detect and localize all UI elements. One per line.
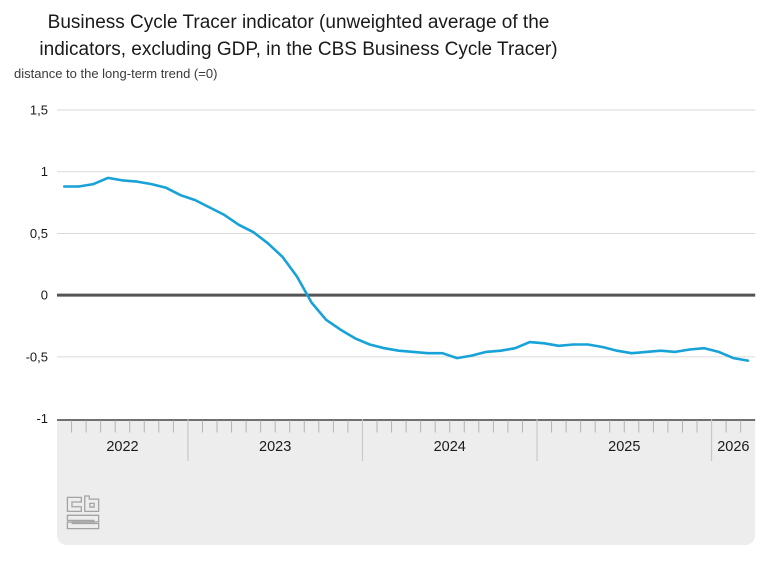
chart-title: Business Cycle Tracer indicator (unweigh… (0, 9, 597, 63)
chart-title-line1: Business Cycle Tracer indicator (unweigh… (47, 12, 550, 33)
cbs-logo-letter-b (84, 495, 100, 512)
y-axis-tick-label: 1 (41, 164, 48, 179)
chart-plot-area[interactable] (57, 110, 755, 419)
y-axis-labels: 1,5 1 0,5 0 -0,5 -1 (26, 103, 48, 427)
x-axis-year-label: 2024 (434, 439, 466, 455)
y-axis-tick-label: 1,5 (30, 103, 48, 118)
x-axis-band-background (57, 419, 756, 545)
x-axis-year-label: 2025 (608, 439, 640, 455)
x-axis-year-label: 2022 (106, 439, 138, 455)
y-axis-tick-label: -1 (36, 411, 48, 426)
tracer-indicator-line[interactable] (63, 176, 750, 362)
series-lines (63, 176, 750, 362)
cbs-logo-letter-s (66, 514, 100, 530)
cbs-logo-letter-b-counter (89, 502, 95, 508)
x-axis-band (57, 419, 756, 545)
y-axis-tick-label: 0,5 (30, 226, 48, 241)
y-axis-tick-label: -0,5 (26, 349, 48, 364)
cbs-logo-letter-c (66, 496, 82, 512)
x-axis-year-label: 2023 (259, 439, 291, 455)
y-axis-tick-label: 0 (41, 288, 48, 303)
x-axis-ticks-and-years: 2022 2023 2024 2025 2026 (71, 419, 750, 461)
chart-title-line2: indicators, excluding GDP, in the CBS Bu… (39, 39, 558, 60)
y-axis-unit-label: distance to the long-term trend (=0) (14, 66, 218, 81)
x-axis-year-label: 2026 (717, 439, 749, 455)
cbs-logo (66, 495, 100, 530)
gridlines (57, 109, 756, 358)
